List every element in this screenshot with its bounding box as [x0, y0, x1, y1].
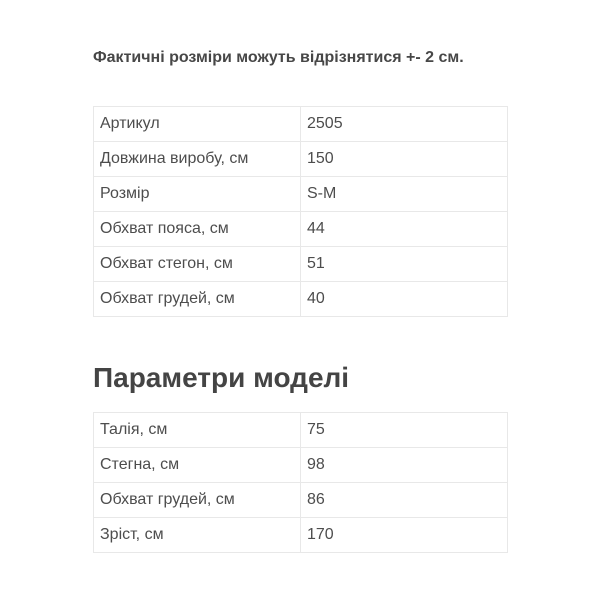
row-value: 170: [300, 517, 508, 553]
table-row: Обхват грудей, см 40: [93, 281, 508, 317]
row-value: 51: [300, 246, 508, 282]
table-row: Талія, см 75: [93, 412, 508, 448]
table-row: Обхват стегон, см 51: [93, 246, 508, 282]
model-parameters-heading: Параметри моделі: [93, 362, 350, 393]
row-label: Стегна, см: [93, 447, 301, 483]
row-value: S-M: [300, 176, 508, 212]
row-label: Обхват стегон, см: [93, 246, 301, 282]
size-disclaimer: Фактичні розміри можуть відрізнятися +- …: [93, 49, 464, 66]
row-label: Обхват грудей, см: [93, 281, 301, 317]
table-row: Зріст, см 170: [93, 517, 508, 553]
row-value: 75: [300, 412, 508, 448]
product-measurements-table: Артикул 2505 Довжина виробу, см 150 Розмір…: [93, 106, 508, 317]
row-label: Талія, см: [93, 412, 301, 448]
table-row: Довжина виробу, см 150: [93, 141, 508, 177]
row-label: Обхват пояса, см: [93, 211, 301, 247]
table-row: Стегна, см 98: [93, 447, 508, 483]
row-label: Зріст, см: [93, 517, 301, 553]
table-row: Обхват грудей, см 86: [93, 482, 508, 518]
row-value: 86: [300, 482, 508, 518]
row-label: Розмір: [93, 176, 301, 212]
table-row: Обхват пояса, см 44: [93, 211, 508, 247]
row-label: Артикул: [93, 106, 301, 142]
row-value: 2505: [300, 106, 508, 142]
row-value: 150: [300, 141, 508, 177]
row-value: 98: [300, 447, 508, 483]
row-label: Довжина виробу, см: [93, 141, 301, 177]
row-label: Обхват грудей, см: [93, 482, 301, 518]
table-row: Розмір S-M: [93, 176, 508, 212]
table-row: Артикул 2505: [93, 106, 508, 142]
row-value: 40: [300, 281, 508, 317]
model-parameters-table: Талія, см 75 Стегна, см 98 Обхват грудей, …: [93, 412, 508, 553]
row-value: 44: [300, 211, 508, 247]
